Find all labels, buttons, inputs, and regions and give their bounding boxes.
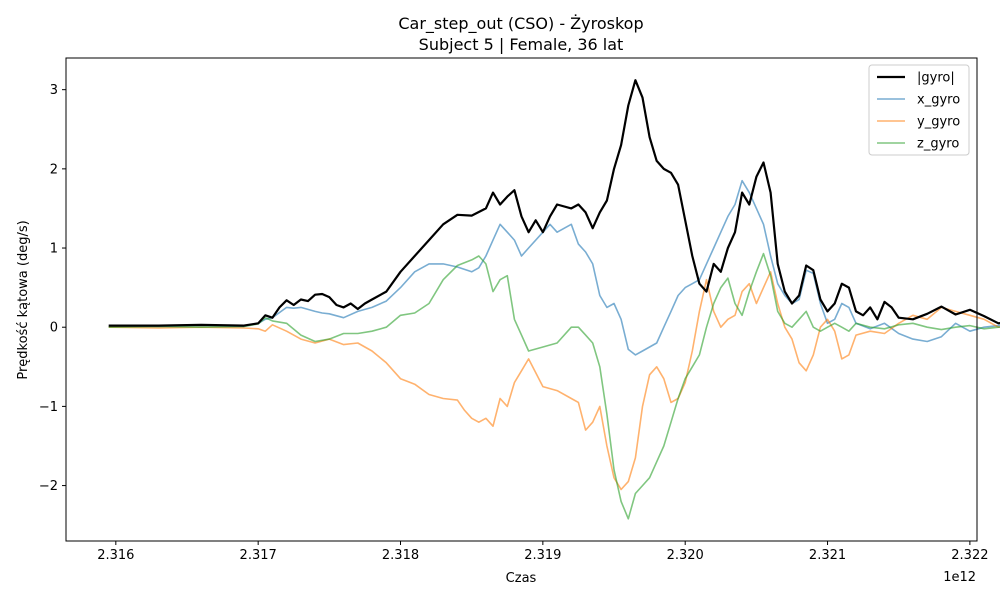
x-tick-label: 2.319 (524, 548, 561, 563)
series-line-x_gyro (108, 179, 1000, 356)
legend-label: x_gyro (917, 93, 960, 108)
legend-box (868, 64, 970, 156)
x-axis-offset-label: 1e12 (943, 570, 976, 585)
x-tick-label: 2.321 (809, 548, 846, 563)
y-axis-label: Prędkość kątowa (deg/s) (16, 220, 31, 379)
x-axis: 2.316 2.317 2.318 2.319 2.320 2.321 2.322 (97, 541, 988, 563)
legend-label: z_gyro (917, 137, 959, 152)
y-tick-label: 1 (50, 242, 58, 257)
x-tick-label: 2.322 (951, 548, 988, 563)
x-axis-label: Czas (506, 571, 537, 586)
plot-frame (65, 57, 978, 542)
series-line-gyromagnitude (108, 79, 1000, 327)
y-axis: −2 −1 0 1 2 3 (39, 83, 66, 494)
y-tick-label: 2 (50, 162, 58, 177)
chart-subtitle: Subject 5 | Female, 36 lat (419, 35, 624, 54)
series-line-z_gyro (108, 252, 1000, 520)
legend: |gyro| x_gyro y_gyro z_gyro (868, 64, 970, 156)
y-tick-label: 0 (50, 321, 58, 336)
y-tick-label: 3 (50, 83, 58, 98)
series-layer (108, 79, 1000, 520)
series-line-y_gyro (108, 271, 1000, 491)
x-tick-label: 2.318 (382, 548, 419, 563)
x-tick-label: 2.316 (97, 548, 134, 563)
x-tick-label: 2.320 (667, 548, 704, 563)
x-tick-label: 2.317 (240, 548, 277, 563)
legend-label: y_gyro (917, 115, 960, 130)
chart-title: Car_step_out (CSO) - Żyroskop (398, 14, 643, 34)
y-tick-label: −1 (39, 400, 58, 415)
legend-label: |gyro| (917, 71, 955, 86)
y-tick-label: −2 (39, 479, 58, 494)
